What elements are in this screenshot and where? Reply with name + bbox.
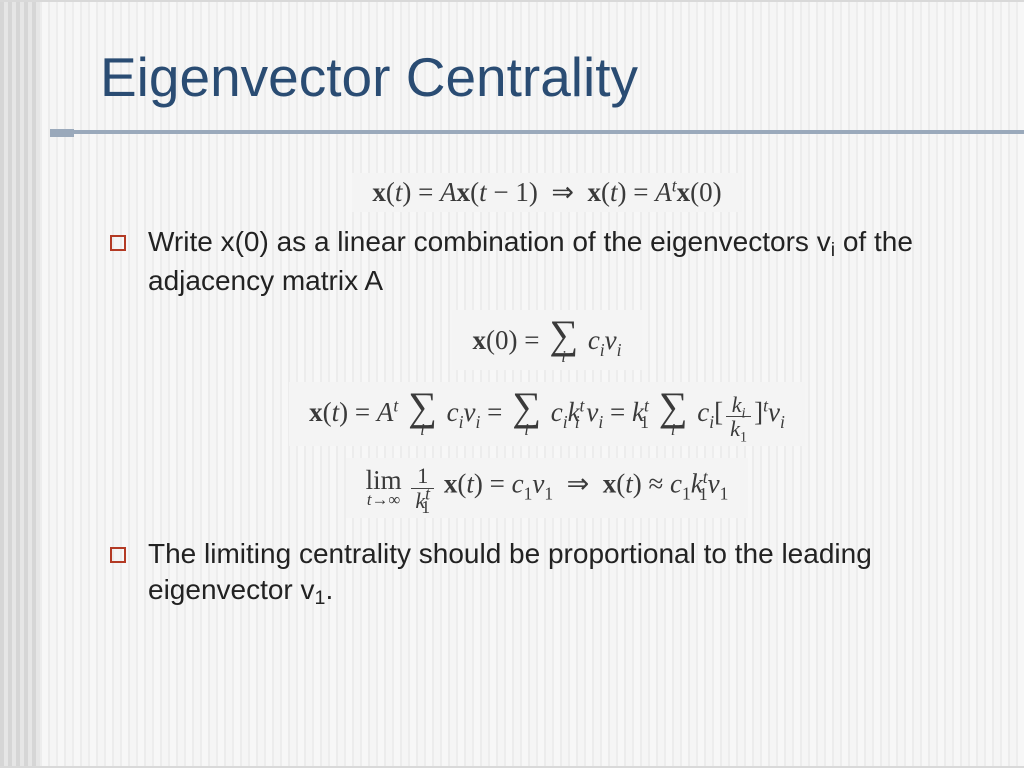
bullet-1: Write x(0) as a linear combination of th…: [110, 224, 984, 300]
bullet-text: Write x(0) as a linear combination of th…: [148, 224, 984, 300]
equation-2: x(0) = ∑i civi: [110, 310, 984, 371]
bullet-2: The limiting centrality should be propor…: [110, 536, 984, 612]
equation-1: x(t) = Ax(t − 1) ⇒ x(t) = Atx(0): [110, 173, 984, 212]
bullet-2-post: .: [325, 574, 333, 605]
bullet-2-sub: 1: [315, 587, 326, 609]
equation-3: x(t) = At ∑i civi = ∑i cikti vi = kt1 ∑i…: [110, 382, 984, 446]
slide: Eigenvector Centrality x(t) = Ax(t − 1) …: [0, 0, 1024, 768]
title-underline: [50, 130, 1024, 134]
bullet-text: The limiting centrality should be propor…: [148, 536, 984, 612]
bullet-icon: [110, 235, 126, 251]
bullet-1-pre: Write x(0) as a linear combination of th…: [148, 226, 831, 257]
slide-title: Eigenvector Centrality: [100, 47, 638, 108]
equation-4: limt→∞ 1kt1 x(t) = c1v1 ⇒ x(t) ≈ c1kt1v1: [110, 458, 984, 517]
bullet-icon: [110, 547, 126, 563]
slide-body: x(t) = Ax(t − 1) ⇒ x(t) = Atx(0) Write x…: [110, 167, 984, 622]
bullet-2-pre: The limiting centrality should be propor…: [148, 538, 872, 605]
